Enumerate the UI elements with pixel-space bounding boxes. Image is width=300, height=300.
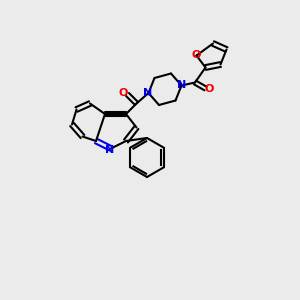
Text: N: N: [178, 80, 187, 91]
Text: O: O: [204, 83, 214, 94]
Text: N: N: [106, 145, 115, 155]
Text: N: N: [143, 88, 152, 98]
Text: O: O: [119, 88, 128, 98]
Text: O: O: [191, 50, 201, 61]
